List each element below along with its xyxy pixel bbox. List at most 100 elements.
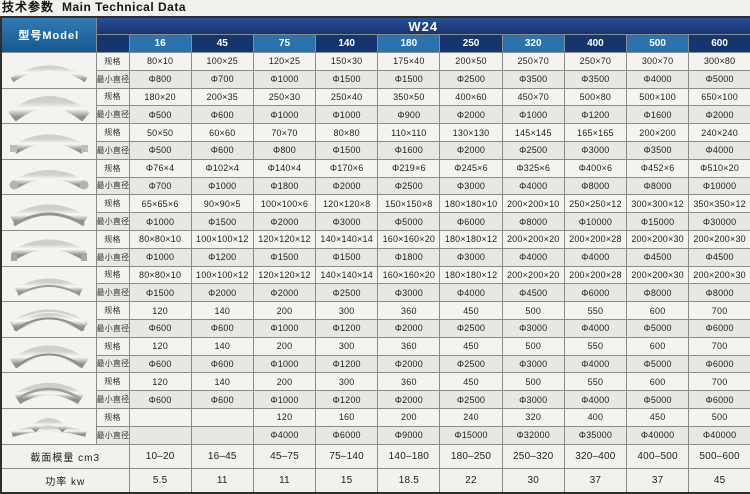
min-diameter-value-cell: Φ2000: [377, 390, 441, 409]
spec-value-cell: 700: [688, 301, 750, 320]
spec-value-cell: 100×100×12: [190, 265, 254, 285]
table-row: 最小直径 Φ500 Φ600 Φ1000 Φ1000 Φ900 Φ2000 Φ1000 Φ120…: [1, 105, 750, 125]
spec-value-cell: 200×200×28: [563, 229, 628, 249]
min-diameter-value-cell: Φ3500: [563, 69, 628, 89]
min-diameter-value-cell: Φ1000: [315, 105, 379, 125]
footer-value-cell: 16–45: [190, 443, 254, 469]
spec-value-cell: 120×120×8: [315, 194, 379, 214]
table-row: 最小直径 Φ600 Φ600 Φ1000 Φ1200 Φ2000 Φ2500 Φ3000 Φ40…: [1, 318, 750, 338]
spec-value-cell: 500: [501, 372, 565, 392]
profile-cell: [0, 194, 97, 231]
min-diameter-value-cell: Φ600: [128, 318, 192, 338]
column-header-250: 250: [439, 34, 503, 53]
min-diameter-value-cell: Φ700: [190, 69, 254, 89]
min-diameter-value-cell: Φ2000: [190, 283, 254, 303]
min-diameter-value-cell: Φ2000: [252, 212, 317, 231]
min-diameter-value-cell: Φ2500: [501, 140, 565, 160]
footer-value-cell: 180–250: [439, 443, 503, 469]
min-diameter-value-cell: Φ8000: [625, 176, 690, 196]
min-diameter-value-cell: Φ1000: [128, 247, 192, 267]
min-diameter-value-cell: Φ3000: [315, 212, 379, 231]
profile-angle-steel-out-icon: [10, 239, 87, 262]
spec-value-cell: 65×65×6: [128, 194, 192, 214]
spec-value-cell: 360: [377, 372, 441, 392]
min-diameter-row-label: 最小直径: [95, 212, 130, 231]
min-diameter-value-cell: Φ1600: [625, 105, 690, 125]
spec-value-cell: [190, 407, 254, 427]
min-diameter-value-cell: Φ1500: [315, 247, 379, 267]
spec-value-cell: 360: [377, 301, 441, 320]
spec-value-cell: 200×35: [190, 87, 254, 107]
spec-row-label: 规格: [95, 52, 130, 71]
spec-value-cell: 140: [190, 336, 254, 356]
spec-value-cell: 400: [563, 407, 628, 427]
min-diameter-value-cell: Φ1200: [315, 354, 379, 374]
spec-value-cell: 180×20: [128, 87, 192, 107]
spec-value-cell: 450: [625, 407, 690, 427]
min-diameter-value-cell: Φ6000: [439, 212, 503, 231]
spec-value-cell: 200: [377, 407, 441, 427]
min-diameter-value-cell: Φ600: [190, 390, 254, 409]
min-diameter-value-cell: Φ15000: [625, 212, 690, 231]
table-row: 最小直径 Φ800 Φ700 Φ1000 Φ1500 Φ1500 Φ2500 Φ3500 Φ35…: [1, 69, 750, 89]
min-diameter-row-label: 最小直径: [95, 283, 130, 303]
spec-value-cell: Φ510×20: [688, 158, 750, 178]
spec-value-cell: 130×130: [439, 123, 503, 142]
spec-row-label: 规格: [95, 194, 130, 214]
footer-value-cell: 400–500: [625, 443, 690, 469]
spec-value-cell: 350×350×12: [688, 194, 750, 214]
spec-value-cell: 550: [563, 372, 628, 392]
spec-value-cell: 300×300×12: [625, 194, 690, 214]
footer-value-cell: 37: [625, 467, 690, 494]
spec-value-cell: Φ102×4: [190, 158, 254, 178]
min-diameter-value-cell: Φ9000: [377, 425, 441, 445]
footer-value-cell: 37: [563, 467, 628, 494]
profile-channel-steel-in-icon: [9, 345, 88, 369]
spec-value-cell: 360: [377, 336, 441, 356]
min-diameter-value-cell: Φ1000: [190, 176, 254, 196]
footer-value-cell: 15: [315, 467, 379, 494]
profile-angle-steel-down-icon: [14, 278, 83, 296]
page-title: 技术参数 Main Technical Data: [0, 0, 750, 16]
spec-value-cell: 120×120×12: [252, 265, 317, 285]
profile-cell: [0, 301, 97, 338]
spec-value-cell: 450: [439, 372, 503, 392]
spec-value-cell: 100×100×12: [190, 229, 254, 249]
min-diameter-value-cell: Φ1000: [252, 354, 317, 374]
profile-angle-steel-icon: [10, 204, 88, 226]
profile-cell: [0, 52, 97, 89]
column-header-500: 500: [625, 34, 690, 53]
column-header-400: 400: [563, 34, 628, 53]
footer-value-cell: 45–75: [252, 443, 317, 469]
spec-value-cell: 500×100: [625, 87, 690, 107]
min-diameter-value-cell: Φ3000: [439, 247, 503, 267]
spec-row-label: 规格: [95, 372, 130, 392]
spec-value-cell: 600: [625, 372, 690, 392]
min-diameter-value-cell: Φ1000: [501, 105, 565, 125]
spec-value-cell: Φ76×4: [128, 158, 192, 178]
spec-row-label: 规格: [95, 301, 130, 320]
min-diameter-value-cell: Φ4000: [501, 247, 565, 267]
spec-value-cell: 450: [439, 336, 503, 356]
spec-value-cell: 700: [688, 372, 750, 392]
min-diameter-value-cell: Φ1500: [128, 283, 192, 303]
min-diameter-row-label: 最小直径: [95, 140, 130, 160]
spec-value-cell: 120: [252, 407, 317, 427]
spec-value-cell: Φ170×6: [315, 158, 379, 178]
min-diameter-value-cell: Φ2000: [315, 176, 379, 196]
spec-value-cell: 80×80×10: [128, 229, 192, 249]
footer-value-cell: 11: [252, 467, 317, 494]
profile-channel-steel-icon: [9, 309, 88, 333]
min-diameter-value-cell: Φ4000: [563, 390, 628, 409]
min-diameter-value-cell: Φ4000: [439, 283, 503, 303]
min-diameter-value-cell: Φ4000: [501, 176, 565, 196]
spec-value-cell: 200×200: [625, 123, 690, 142]
table-row: 规格 80×80×10 100×100×12 120×120×12 140×140×14…: [0, 265, 750, 303]
profile-cell: [0, 123, 97, 160]
min-diameter-value-cell: Φ1500: [190, 212, 254, 231]
min-diameter-value-cell: Φ6000: [315, 425, 379, 445]
spec-value-cell: Φ245×6: [439, 158, 503, 178]
min-diameter-value-cell: Φ1200: [315, 390, 379, 409]
spec-value-cell: 550: [563, 336, 628, 356]
table-body: 规格 80×10 100×25 120×25 150×30 175×40 200×50 250…: [0, 52, 750, 494]
